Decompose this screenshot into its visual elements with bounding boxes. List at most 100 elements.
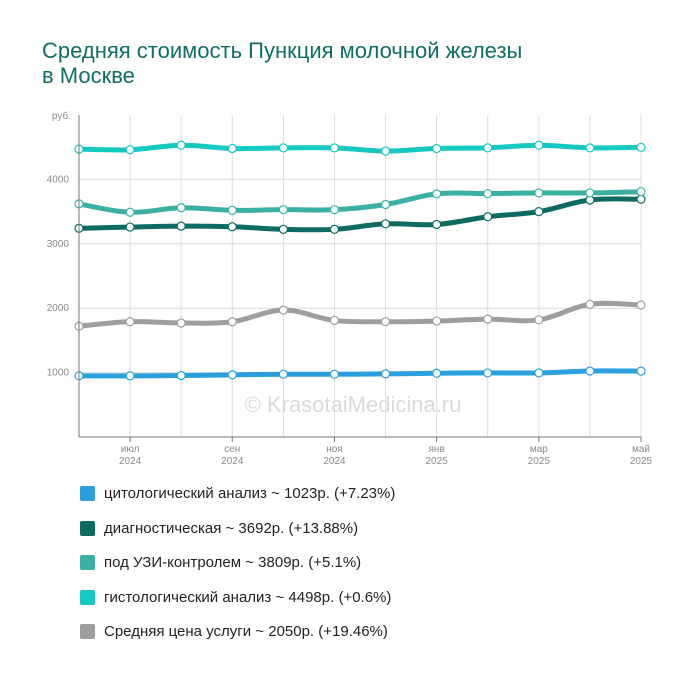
y-unit-label: руб. <box>52 110 71 122</box>
x-tick-label: ноя <box>326 444 343 455</box>
data-point <box>432 189 442 199</box>
data-point <box>278 305 288 315</box>
data-point <box>176 221 186 231</box>
x-tick-year-label: 2025 <box>630 456 653 467</box>
data-point <box>636 366 646 376</box>
data-point <box>585 143 595 153</box>
data-point <box>432 143 442 154</box>
data-point <box>329 224 340 234</box>
data-point <box>483 212 493 222</box>
y-tick-label: 3000 <box>47 239 70 250</box>
data-point <box>380 146 391 156</box>
legend-swatch <box>80 589 95 605</box>
legend-item-histology: гистологический анализ ~ 4498р. (+0.6%) <box>80 588 395 623</box>
data-point <box>329 143 340 153</box>
data-point <box>483 188 493 199</box>
data-point <box>329 315 340 326</box>
data-point <box>534 188 544 198</box>
data-point <box>534 207 544 217</box>
series-histology <box>74 140 646 156</box>
legend-label: цитологический анализ ~ 1023р. (+7.23%) <box>104 485 396 502</box>
chart-title-line-2: в Москве <box>42 63 135 88</box>
data-point <box>380 199 391 210</box>
data-point <box>125 371 135 381</box>
grid <box>78 115 642 437</box>
x-tick-year-label: 2025 <box>528 456 551 467</box>
x-tick-year-label: 2024 <box>221 456 244 467</box>
data-point <box>585 188 595 198</box>
data-point <box>176 140 186 150</box>
legend: цитологический анализ ~ 1023р. (+7.23%) … <box>80 484 395 657</box>
series-citology <box>74 366 646 381</box>
series <box>74 140 646 381</box>
legend-swatch <box>80 520 95 536</box>
data-point <box>176 370 186 381</box>
data-point <box>432 219 442 230</box>
chart-title: Средняя стоимость Пункция молочной желез… <box>42 38 642 88</box>
data-point <box>278 369 288 379</box>
data-point <box>125 145 135 155</box>
series-diagnostic <box>74 194 646 234</box>
data-point <box>227 317 237 327</box>
y-tick-label: 2000 <box>47 303 70 314</box>
y-tick-label: 1000 <box>47 368 70 379</box>
data-point <box>483 314 493 324</box>
data-point <box>125 222 135 232</box>
data-point <box>329 369 340 379</box>
legend-item-diagnostic: диагностическая ~ 3692р. (+13.88%) <box>80 519 395 554</box>
data-point <box>125 317 135 327</box>
legend-item-average: Средняя цена услуги ~ 2050р. (+19.46%) <box>80 622 395 657</box>
chart-title-line-1: Средняя стоимость Пункция молочной желез… <box>42 38 523 63</box>
legend-swatch <box>80 486 95 501</box>
data-point <box>636 142 646 152</box>
data-point <box>278 143 288 153</box>
x-tick-label: мар <box>530 444 548 455</box>
y-tick-label: 4000 <box>47 174 70 185</box>
data-point <box>432 368 442 378</box>
data-point <box>125 207 135 217</box>
data-point <box>636 194 646 204</box>
data-point <box>227 205 237 215</box>
series-uzi <box>74 187 646 217</box>
data-point <box>329 205 340 215</box>
x-tick-year-label: 2024 <box>119 456 142 467</box>
legend-swatch <box>80 624 95 639</box>
legend-swatch <box>80 555 95 570</box>
data-point <box>380 369 391 379</box>
watermark: © KrasotaiMedicina.ru <box>245 392 462 417</box>
data-point <box>227 143 237 154</box>
legend-label: под УЗИ-контролем ~ 3809р. (+5.1%) <box>104 554 362 571</box>
data-point <box>380 219 391 229</box>
legend-label: Средняя цена услуги ~ 2050р. (+19.46%) <box>104 623 388 640</box>
x-tick-label: янв <box>429 444 445 455</box>
data-point <box>483 143 493 153</box>
axes: 1000200030004000руб.июл2024сен2024ноя202… <box>47 110 653 467</box>
series-line-average <box>76 300 644 329</box>
legend-item-uzi: под УЗИ-контролем ~ 3809р. (+5.1%) <box>80 553 395 588</box>
legend-label: гистологический анализ ~ 4498р. (+0.6%) <box>104 588 392 606</box>
data-point <box>534 368 544 378</box>
data-point <box>380 317 391 327</box>
series-line-citology <box>76 368 644 379</box>
data-point <box>636 300 646 310</box>
series-line-diagnostic <box>76 196 644 233</box>
data-point <box>636 187 646 197</box>
data-point <box>278 205 288 215</box>
data-point <box>278 224 288 234</box>
x-tick-label: сен <box>224 444 240 455</box>
data-point <box>227 370 237 380</box>
data-point <box>432 316 442 326</box>
x-tick-year-label: 2025 <box>426 456 449 467</box>
data-point <box>585 299 595 309</box>
data-point <box>176 318 186 328</box>
data-point <box>585 366 595 376</box>
data-point <box>534 315 544 325</box>
data-point <box>227 222 237 232</box>
series-average <box>74 299 646 331</box>
data-point <box>534 140 544 150</box>
x-tick-year-label: 2024 <box>323 456 346 467</box>
legend-item-citology: цитологический анализ ~ 1023р. (+7.23%) <box>80 484 395 519</box>
data-point <box>176 203 186 213</box>
data-point <box>483 368 493 378</box>
x-tick-label: июл <box>121 444 140 455</box>
